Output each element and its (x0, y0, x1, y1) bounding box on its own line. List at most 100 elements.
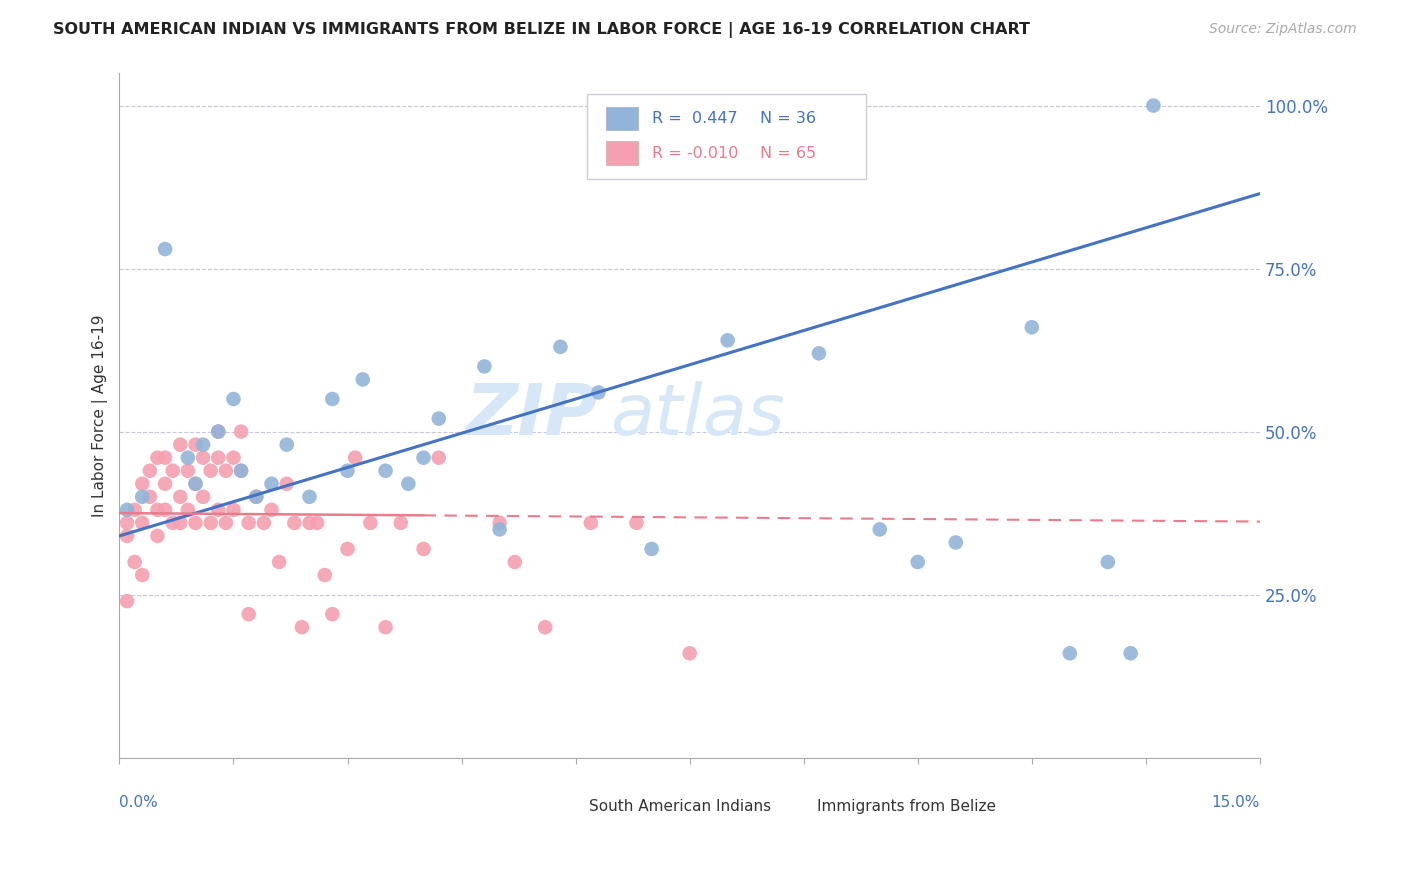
Point (131, 516, 153, 530)
Point (139, 490, 162, 504)
Point (215, 464, 238, 478)
Text: N = 65: N = 65 (761, 145, 817, 161)
Text: 0.0%: 0.0% (120, 796, 159, 810)
Point (1059, 646, 1081, 660)
FancyBboxPatch shape (606, 107, 638, 130)
Point (412, 541, 434, 556)
Point (336, 464, 359, 478)
FancyBboxPatch shape (786, 796, 811, 818)
Point (177, 450, 200, 465)
Point (177, 464, 200, 478)
Text: R = -0.010: R = -0.010 (652, 145, 738, 161)
FancyBboxPatch shape (558, 796, 583, 818)
Point (640, 541, 662, 556)
Point (115, 503, 138, 517)
Text: N = 36: N = 36 (761, 112, 817, 127)
Y-axis label: In Labor Force | Age 16-19: In Labor Force | Age 16-19 (93, 314, 108, 516)
Point (169, 490, 191, 504)
Point (321, 607, 343, 622)
Point (389, 516, 412, 530)
Point (359, 516, 381, 530)
Text: Immigrants from Belize: Immigrants from Belize (817, 799, 997, 814)
FancyBboxPatch shape (588, 94, 866, 179)
Point (215, 516, 238, 530)
Point (396, 476, 419, 491)
Point (153, 503, 176, 517)
Point (534, 620, 557, 634)
Point (139, 464, 162, 478)
Point (153, 450, 176, 465)
Point (229, 425, 252, 439)
Point (298, 516, 321, 530)
Point (717, 334, 740, 348)
Point (260, 503, 283, 517)
Text: Source: ZipAtlas.com: Source: ZipAtlas.com (1209, 22, 1357, 37)
Point (907, 555, 929, 569)
Text: SOUTH AMERICAN INDIAN VS IMMIGRANTS FROM BELIZE IN LABOR FORCE | AGE 16-19 CORRE: SOUTH AMERICAN INDIAN VS IMMIGRANTS FROM… (53, 22, 1031, 38)
Point (298, 490, 321, 504)
Point (474, 359, 496, 374)
Point (245, 490, 267, 504)
Point (755, 163, 778, 178)
Point (229, 464, 252, 478)
Point (238, 607, 260, 622)
Point (131, 568, 153, 582)
Point (146, 450, 169, 465)
Point (238, 516, 260, 530)
Text: R =  0.447: R = 0.447 (652, 112, 738, 127)
Point (588, 385, 610, 400)
Point (115, 529, 138, 543)
Point (131, 476, 153, 491)
Point (191, 437, 214, 451)
Point (1097, 555, 1119, 569)
Point (291, 620, 314, 634)
Point (427, 411, 450, 425)
Point (503, 555, 526, 569)
Point (207, 425, 229, 439)
Point (307, 516, 329, 530)
Point (222, 450, 245, 465)
Point (807, 346, 830, 360)
Point (222, 503, 245, 517)
Point (162, 464, 184, 478)
Point (124, 555, 146, 569)
Text: ZIP: ZIP (467, 381, 599, 450)
Point (374, 620, 396, 634)
Point (276, 437, 298, 451)
Point (115, 594, 138, 608)
Point (124, 503, 146, 517)
FancyBboxPatch shape (606, 142, 638, 165)
Point (283, 516, 305, 530)
Point (146, 529, 169, 543)
Point (184, 516, 207, 530)
Point (153, 476, 176, 491)
Point (131, 490, 153, 504)
Point (222, 392, 245, 406)
Point (1021, 320, 1043, 334)
Point (162, 516, 184, 530)
Text: South American Indians: South American Indians (589, 799, 772, 814)
Point (153, 242, 176, 256)
Point (253, 516, 276, 530)
Point (191, 490, 214, 504)
Point (579, 516, 602, 530)
Point (679, 646, 702, 660)
Text: 15.0%: 15.0% (1212, 796, 1260, 810)
Point (1119, 646, 1142, 660)
Point (184, 437, 207, 451)
Point (260, 476, 283, 491)
Point (177, 503, 200, 517)
Point (869, 522, 891, 536)
Point (207, 425, 229, 439)
Point (945, 535, 967, 549)
Point (276, 476, 298, 491)
Point (352, 372, 374, 386)
Point (336, 541, 359, 556)
Point (412, 450, 434, 465)
Point (245, 490, 267, 504)
Point (207, 450, 229, 465)
Point (200, 516, 222, 530)
Point (488, 522, 510, 536)
Point (184, 476, 207, 491)
Point (229, 464, 252, 478)
